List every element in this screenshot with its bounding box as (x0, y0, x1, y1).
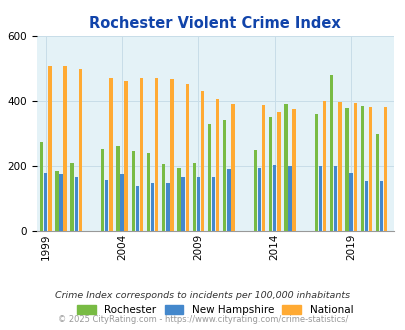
Bar (59, 174, 62, 231)
Bar (223, 120, 226, 231)
Bar (48, 65, 51, 231)
Bar (124, 81, 128, 231)
Bar (277, 112, 280, 231)
Bar (105, 180, 108, 231)
Bar (288, 166, 291, 231)
Bar (273, 165, 276, 231)
Bar (192, 163, 196, 231)
Bar (79, 69, 82, 231)
Bar (379, 182, 382, 231)
Bar (55, 171, 58, 231)
Bar (284, 104, 287, 231)
Bar (147, 153, 150, 231)
Bar (349, 173, 352, 231)
Bar (353, 103, 356, 231)
Bar (257, 168, 260, 231)
Bar (200, 91, 204, 231)
Bar (314, 114, 317, 231)
Bar (268, 117, 272, 231)
Bar (196, 178, 200, 231)
Bar (131, 151, 134, 231)
Bar (375, 134, 378, 231)
Bar (170, 80, 173, 231)
Bar (75, 178, 78, 231)
Bar (368, 107, 371, 231)
Bar (70, 163, 74, 231)
Bar (181, 178, 184, 231)
Bar (329, 75, 333, 231)
Bar (322, 101, 326, 231)
Title: Rochester Violent Crime Index: Rochester Violent Crime Index (89, 16, 340, 31)
Bar (383, 107, 386, 231)
Text: Crime Index corresponds to incidents per 100,000 inhabitants: Crime Index corresponds to incidents per… (55, 291, 350, 300)
Bar (155, 78, 158, 231)
Bar (166, 183, 169, 231)
Bar (211, 178, 215, 231)
Bar (227, 169, 230, 231)
Bar (292, 109, 295, 231)
Bar (63, 65, 66, 231)
Bar (231, 104, 234, 231)
Bar (253, 150, 256, 231)
Bar (109, 78, 112, 231)
Bar (116, 146, 119, 231)
Bar (215, 99, 219, 231)
Bar (344, 108, 348, 231)
Bar (120, 174, 124, 231)
Bar (360, 106, 363, 231)
Bar (101, 149, 104, 231)
Bar (139, 79, 143, 231)
Text: © 2025 CityRating.com - https://www.cityrating.com/crime-statistics/: © 2025 CityRating.com - https://www.city… (58, 315, 347, 324)
Bar (40, 142, 43, 231)
Bar (261, 105, 264, 231)
Bar (135, 186, 139, 231)
Bar (333, 166, 337, 231)
Bar (185, 84, 188, 231)
Bar (364, 182, 367, 231)
Bar (44, 173, 47, 231)
Legend: Rochester, New Hampshire, National: Rochester, New Hampshire, National (77, 305, 352, 315)
Bar (162, 164, 165, 231)
Bar (318, 166, 322, 231)
Bar (337, 102, 341, 231)
Bar (207, 124, 211, 231)
Bar (177, 168, 180, 231)
Bar (151, 183, 154, 231)
